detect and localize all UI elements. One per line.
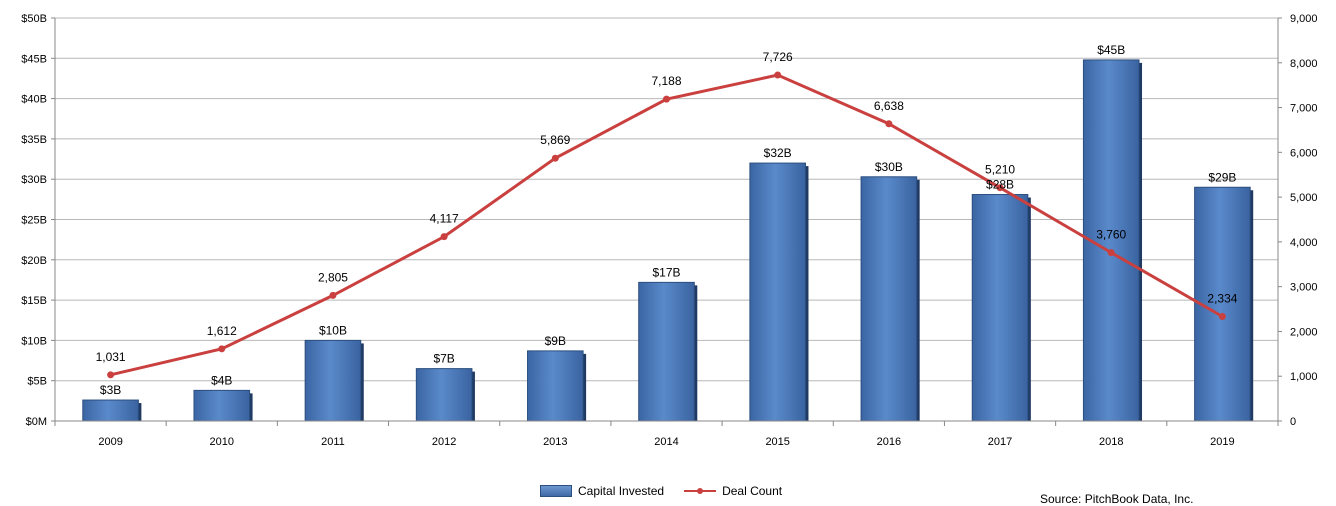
x-tick-label: 2013: [543, 436, 567, 448]
legend-bar-label: Capital Invested: [578, 484, 665, 498]
x-tick-label: 2011: [321, 436, 345, 448]
line-point: [774, 71, 782, 79]
bar: [415, 368, 473, 422]
bar-data-label: $28B: [986, 178, 1014, 192]
line-point: [1218, 312, 1226, 320]
x-tick-label: 2015: [765, 436, 789, 448]
left-tick-label: $5B: [27, 376, 47, 388]
line-point: [551, 154, 559, 162]
x-tick-label: 2009: [98, 436, 122, 448]
bar: [304, 339, 362, 422]
right-tick-label: 7,000: [1290, 103, 1318, 115]
right-tick-label: 9,000: [1290, 13, 1318, 25]
bar: [527, 350, 584, 422]
bar-data-label: $32B: [764, 146, 792, 160]
line-point: [329, 291, 337, 299]
line-data-label: 1,612: [207, 324, 237, 338]
bar-data-label: $3B: [100, 383, 121, 397]
bar-data-label: $7B: [433, 352, 454, 366]
right-tick-label: 0: [1290, 416, 1296, 428]
x-tick-label: 2012: [432, 436, 456, 448]
x-tick-label: 2016: [877, 436, 901, 448]
x-tick-label: 2018: [1099, 436, 1123, 448]
line-point: [440, 233, 448, 241]
bar-data-label: $9B: [545, 334, 566, 348]
line-data-label: 3,760: [1096, 228, 1126, 242]
source-note: Source: PitchBook Data, Inc.: [1040, 492, 1194, 506]
bar-data-label: $45B: [1097, 43, 1125, 57]
left-tick-label: $50B: [21, 13, 47, 25]
left-tick-label: $30B: [21, 174, 47, 186]
right-tick-label: 4,000: [1290, 237, 1318, 249]
legend: Capital Invested Deal Count: [540, 484, 782, 498]
bar: [82, 399, 139, 422]
right-tick-label: 6,000: [1290, 147, 1318, 159]
line-data-label: 4,117: [430, 212, 459, 226]
line-point: [1107, 249, 1115, 257]
axes: $0M $5B $10B $15B $20B $25B $30B $35B $40B $45B $5…: [21, 13, 1317, 448]
left-tick-label: $45B: [21, 53, 47, 65]
line-point: [663, 95, 670, 103]
bar: [638, 281, 695, 422]
bar-data-label: $29B: [1208, 170, 1236, 184]
combo-chart: $0M $5B $10B $15B $20B $25B $30B $35B $40B $45B $5…: [21, 13, 1317, 448]
left-tick-label: $10B: [21, 335, 47, 347]
x-tick-label: 2010: [210, 436, 234, 448]
bar-data-label: $4B: [211, 373, 232, 387]
line-data-label: 6,638: [874, 99, 904, 113]
line-series: [107, 71, 1226, 379]
line-point: [107, 371, 115, 379]
bar-data-label: $30B: [875, 160, 903, 174]
line-point: [218, 345, 226, 353]
bar: [749, 162, 806, 422]
left-tick-label: $20B: [21, 255, 47, 267]
line-data-label: 7,726: [763, 50, 793, 64]
legend-line-swatch: [684, 486, 717, 496]
line-data-label: 5,210: [985, 163, 1015, 177]
line-data-label: 1,031: [96, 350, 126, 364]
bar: [971, 194, 1029, 422]
legend-bar-swatch: [540, 485, 572, 497]
line-point: [885, 120, 893, 128]
bar-data-label: $17B: [652, 265, 680, 279]
left-tick-label: $0M: [26, 416, 47, 428]
bar-data-label: $10B: [319, 323, 347, 337]
right-tick-label: 8,000: [1290, 58, 1318, 70]
line-data-label: 2,334: [1207, 291, 1237, 305]
bar: [860, 176, 918, 422]
line-data-label: 5,869: [540, 133, 570, 147]
left-tick-label: $40B: [21, 94, 47, 106]
legend-line-label: Deal Count: [722, 484, 783, 498]
data-labels: $3B $4B $10B $7B $9B $17B $32B $30B $28B $45B $29B…: [96, 43, 1238, 397]
left-tick-label: $15B: [21, 295, 47, 307]
line-data-label: 2,805: [318, 270, 348, 284]
left-tick-label: $35B: [21, 134, 47, 146]
line-data-label: 7,188: [651, 74, 681, 88]
right-tick-label: 1,000: [1290, 371, 1318, 383]
bar: [193, 389, 251, 422]
right-tick-label: 2,000: [1290, 326, 1318, 338]
bar-series: [82, 59, 1254, 422]
x-tick-label: 2014: [654, 436, 678, 448]
x-tick-label: 2017: [988, 436, 1012, 448]
right-tick-label: 3,000: [1290, 282, 1318, 294]
line-point: [996, 184, 1004, 192]
right-tick-label: 5,000: [1290, 192, 1318, 204]
x-tick-label: 2019: [1210, 436, 1234, 448]
left-tick-label: $25B: [21, 215, 47, 227]
